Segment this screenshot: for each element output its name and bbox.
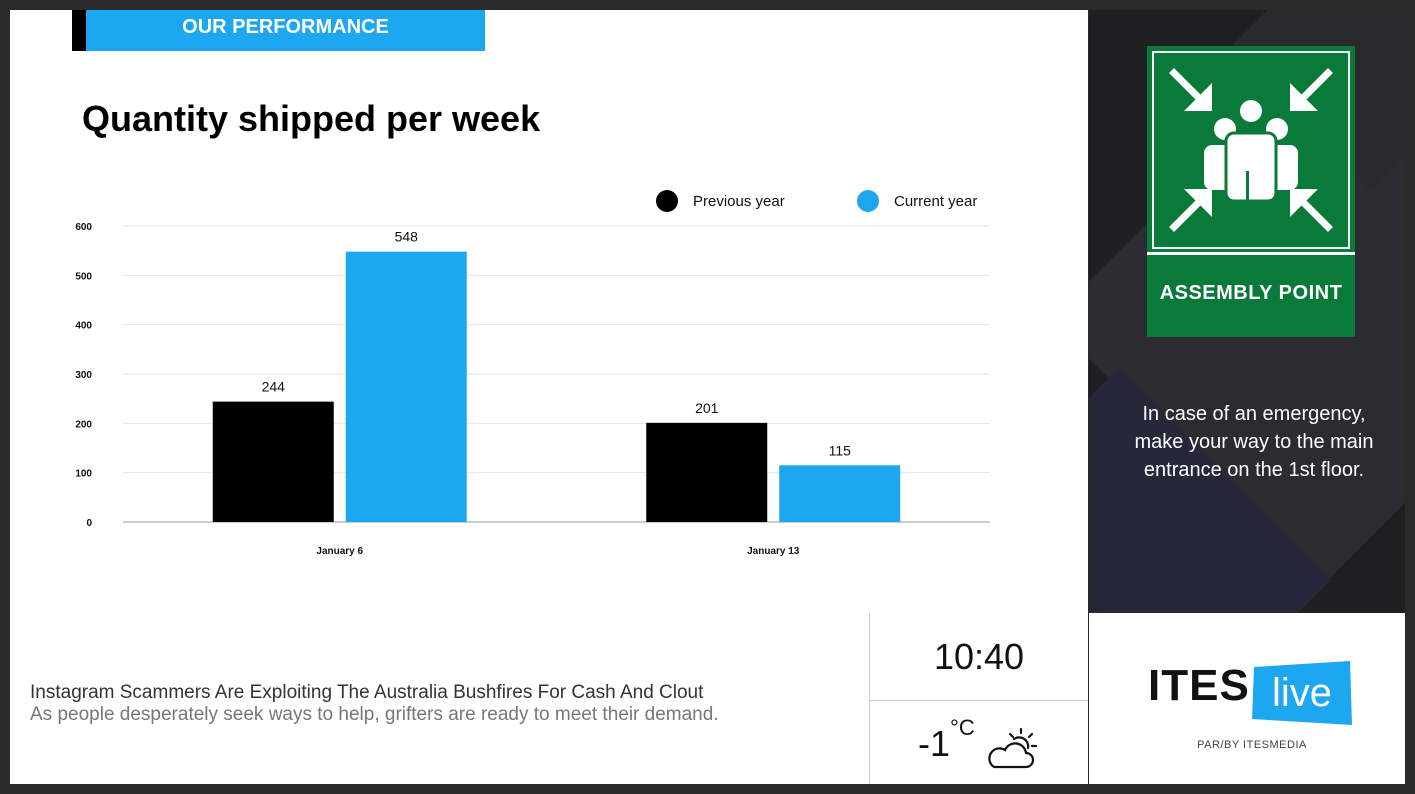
notice-line: entrance on the 1st floor.	[1143, 459, 1365, 481]
data-label: 201	[695, 400, 719, 416]
sign-label: ASSEMBLY POINT	[1159, 282, 1343, 304]
notice-line: In case of an emergency,	[1142, 403, 1366, 425]
y-tick-label: 600	[75, 222, 92, 233]
legend-label: Current year	[894, 193, 977, 210]
temperature-unit: °C	[950, 715, 975, 740]
y-tick-label: 100	[75, 469, 92, 480]
header-accent-bar	[72, 10, 86, 51]
bar-chart: 0 100 200 300 400 500 600 244 548 January 6 201 115…	[75, 190, 990, 557]
logo-tagline: PAR/BY ITESMEDIA	[1197, 739, 1307, 751]
bar	[212, 401, 334, 522]
brand-panel: ITES live PAR/BY ITESMEDIA	[1089, 613, 1405, 784]
legend-marker	[857, 190, 879, 212]
bar	[345, 251, 467, 523]
legend-label: Previous year	[693, 193, 785, 210]
legend-marker	[656, 190, 678, 212]
news-headline: Instagram Scammers Are Exploiting The Au…	[30, 682, 704, 703]
chart-title: Quantity shipped per week	[82, 98, 541, 139]
weather-widget: -1°C	[869, 701, 1088, 784]
logo-badge: live	[1252, 661, 1352, 725]
emergency-notice: In case of an emergency, make your way t…	[1089, 400, 1405, 484]
main-panel: OUR PERFORMANCE Quantity shipped per wee…	[10, 10, 1088, 784]
assembly-point-icon	[1169, 68, 1333, 232]
logo-badge-text: live	[1272, 671, 1332, 715]
x-tick-label: January 6	[316, 546, 363, 557]
y-tick-label: 200	[75, 419, 92, 430]
y-tick-label: 500	[75, 271, 92, 282]
assembly-point-sign: ASSEMBLY POINT	[1147, 46, 1355, 337]
clock-time: 10:40	[933, 636, 1025, 677]
partly-cloudy-icon	[988, 727, 1038, 769]
y-tick-label: 400	[75, 321, 92, 332]
logo-text: ITES	[1148, 661, 1250, 710]
x-tick-label: January 13	[747, 546, 800, 557]
temperature: -1°C	[918, 715, 975, 765]
sign-frame	[1152, 51, 1350, 249]
bar	[779, 465, 901, 522]
data-label: 548	[395, 229, 419, 245]
data-label: 244	[262, 379, 286, 395]
y-tick-label: 0	[86, 518, 92, 529]
section-header: OUR PERFORMANCE	[86, 10, 485, 51]
clock-widget: 10:40	[869, 613, 1088, 701]
data-label: 115	[829, 442, 852, 458]
news-subline: As people desperately seek ways to help,…	[30, 704, 719, 725]
y-tick-label: 300	[75, 370, 92, 381]
emergency-sidebar: ASSEMBLY POINT In case of an emergency, …	[1089, 10, 1405, 613]
bar	[646, 422, 768, 522]
sign-divider	[1147, 252, 1355, 255]
news-ticker: Instagram Scammers Are Exploiting The Au…	[30, 682, 830, 726]
temperature-value: -1	[918, 723, 951, 764]
notice-line: make your way to the main	[1134, 431, 1374, 453]
